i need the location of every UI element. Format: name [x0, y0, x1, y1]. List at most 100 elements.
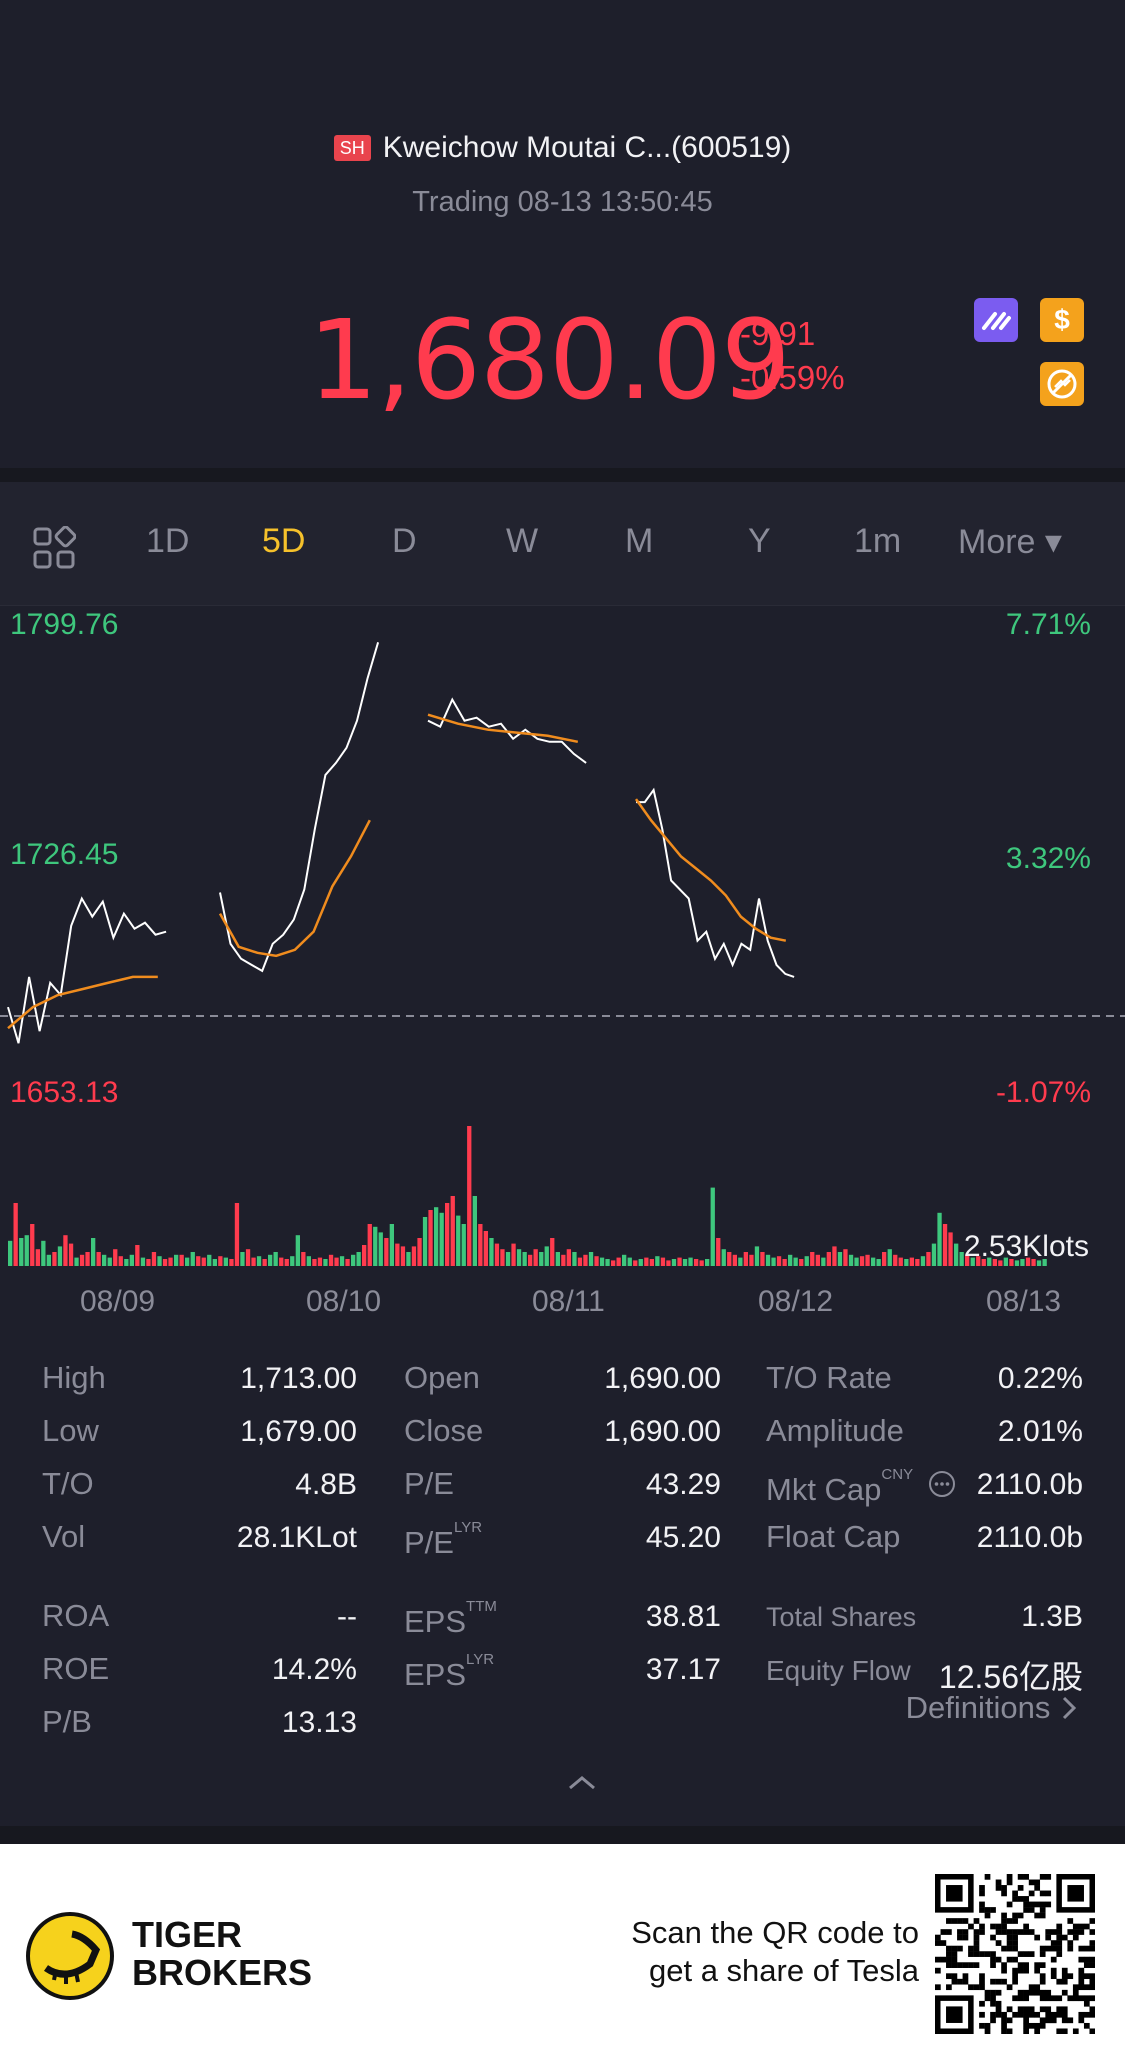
qr-module	[1012, 1918, 1018, 1924]
qr-module	[1023, 1962, 1029, 1968]
stat-value: 28.1KLot	[236, 1521, 357, 1554]
qr-module	[990, 1978, 996, 1985]
chart-tool-icon[interactable]	[974, 298, 1018, 342]
volume-bar	[96, 1252, 101, 1266]
qr-module	[946, 1918, 952, 1924]
price-chart[interactable]	[0, 606, 1125, 1318]
qr-module	[1072, 1934, 1079, 1941]
qr-module	[995, 1923, 1002, 1930]
stat-value: 43.29	[645, 1468, 721, 1501]
tab-5d[interactable]: 5D	[262, 522, 306, 560]
volume-bar	[522, 1252, 527, 1266]
qr-module	[1006, 2028, 1013, 2034]
volume-bar	[948, 1232, 953, 1266]
volume-bar	[185, 1257, 190, 1266]
qr-module	[968, 1945, 974, 1952]
qr-module	[973, 1951, 980, 1957]
volume-bar	[804, 1256, 809, 1266]
stat-label: Amplitude	[766, 1413, 904, 1448]
tab-d[interactable]: D	[392, 522, 417, 560]
volume-bar	[511, 1243, 516, 1266]
more-options-icon[interactable]	[928, 1470, 956, 1498]
chevron-up-icon[interactable]	[562, 1770, 602, 1794]
qr-module	[1039, 1973, 1046, 1980]
qr-module	[1023, 1951, 1029, 1957]
qr-module	[946, 1962, 952, 1968]
volume-bar	[655, 1256, 660, 1266]
qr-module	[990, 2017, 996, 2024]
tab-1d[interactable]: 1D	[146, 522, 190, 560]
tab-1m[interactable]: 1m	[854, 522, 902, 560]
volume-bar	[373, 1226, 378, 1266]
stat-label: Total Shares	[766, 1602, 917, 1632]
qr-module	[1067, 1995, 1074, 2002]
volume-bar	[815, 1254, 820, 1266]
qr-module	[1039, 1901, 1046, 1908]
y-mid-label: 1726.45	[10, 838, 119, 871]
qr-module	[957, 1962, 963, 1968]
qr-module	[940, 1956, 947, 1963]
qr-module	[979, 1978, 985, 1985]
volume-bar	[771, 1257, 776, 1266]
volume-bar	[102, 1254, 107, 1266]
qr-module	[1039, 1874, 1046, 1880]
dollar-icon[interactable]: $	[1040, 298, 1084, 342]
volume-bar	[516, 1249, 522, 1266]
qr-module	[1045, 1934, 1052, 1941]
qr-module	[1083, 1995, 1090, 2002]
volume-bar	[107, 1257, 112, 1266]
stat-value: 1,690.00	[604, 1415, 721, 1448]
tab-more[interactable]: More ▾	[958, 523, 1062, 561]
volume-bar	[788, 1254, 793, 1266]
volume-bar	[306, 1256, 311, 1266]
qr-module	[1050, 1967, 1057, 1974]
volume-bar	[705, 1259, 710, 1266]
volume-bar	[406, 1252, 411, 1266]
qr-module	[1017, 1896, 1024, 1902]
qr-module	[1012, 1978, 1018, 1985]
volume-bar	[893, 1254, 898, 1266]
volume-bar	[1020, 1259, 1025, 1266]
volume-bar	[981, 1259, 986, 1266]
stat-label: P/B	[42, 1704, 92, 1739]
layout-grid-icon[interactable]	[32, 525, 77, 570]
volume-bar	[594, 1256, 599, 1266]
volume-bar	[367, 1224, 372, 1266]
volume-bar	[179, 1254, 184, 1266]
qr-module	[1028, 1901, 1035, 1908]
qr-module	[1089, 1940, 1095, 1946]
quote-header: SH Kweichow Moutai C...(600519) Trading …	[0, 0, 1125, 468]
volume-bar	[417, 1238, 422, 1266]
qr-module	[1001, 1918, 1007, 1924]
qr-module	[1083, 1945, 1090, 1952]
qr-module	[990, 1989, 996, 1996]
volume-bar	[716, 1238, 721, 1266]
tab-w[interactable]: W	[506, 522, 539, 560]
qr-module	[1012, 2011, 1018, 2018]
qr-code[interactable]	[935, 1874, 1095, 2034]
volume-bar	[24, 1235, 29, 1266]
qr-module	[957, 1945, 963, 1952]
tab-m[interactable]: M	[625, 522, 654, 560]
qr-module	[1089, 1962, 1095, 1968]
volume-bar	[611, 1260, 616, 1266]
volume-bar	[876, 1259, 881, 1266]
qr-module	[1083, 2000, 1090, 2007]
volume-bar	[345, 1259, 350, 1266]
no-short-icon[interactable]	[1040, 362, 1084, 406]
qr-module	[1078, 1945, 1085, 1952]
qr-module	[990, 2000, 996, 2007]
qr-module	[1039, 1890, 1046, 1897]
volume-bar	[688, 1257, 693, 1266]
date-label: 08/11	[532, 1285, 605, 1318]
volume-bar	[1036, 1260, 1042, 1266]
qr-module	[1012, 1967, 1018, 1974]
stock-title-row[interactable]: SH Kweichow Moutai C...(600519)	[0, 128, 1125, 168]
volume-bar	[301, 1252, 306, 1266]
tab-y[interactable]: Y	[748, 522, 771, 560]
volume-bar	[743, 1252, 748, 1266]
volume-bar	[41, 1240, 46, 1266]
promo-footer: TIGER BROKERS Scan the QR code to get a …	[0, 1844, 1125, 2064]
qr-module	[1056, 2006, 1063, 2013]
definitions-link[interactable]: Definitions	[906, 1690, 1079, 1726]
